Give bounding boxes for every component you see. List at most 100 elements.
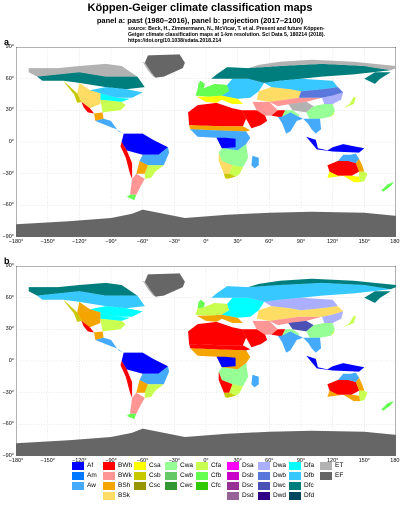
region-kamchatka — [364, 291, 391, 303]
figure-title: Köppen-Geiger climate classification map… — [87, 2, 313, 14]
x-tick-label: −60° — [128, 458, 158, 464]
legend-item: ET — [320, 461, 343, 470]
y-tick-label: −90° — [2, 234, 14, 240]
x-tick-label: 120° — [326, 458, 339, 464]
region-amazon — [121, 352, 168, 374]
legend-label: BSk — [118, 492, 130, 499]
region-north-america-bwh — [81, 320, 95, 333]
legend-item: BWk — [103, 471, 132, 480]
region-australia-north — [337, 372, 360, 383]
region-siberia-arctic — [248, 278, 396, 290]
legend-item: Dsb — [227, 471, 254, 480]
legend-item: Dwd — [258, 491, 286, 500]
region-patagonia — [130, 173, 145, 195]
region-mediterranean — [196, 314, 243, 323]
region-india — [277, 331, 304, 353]
region-antarctica — [16, 209, 396, 237]
region-new-zealand — [381, 401, 394, 411]
region-thar — [271, 329, 286, 336]
region-scandinavia-russia — [211, 63, 391, 83]
x-tick-label: −120° — [64, 458, 94, 464]
legend-item: Dwa — [258, 461, 286, 470]
region-north-america-dfb — [89, 87, 143, 98]
region-north-america-bwh — [81, 101, 95, 114]
x-tick-label: 60° — [265, 239, 274, 245]
legend-swatch — [103, 461, 115, 470]
legend-item: Aw — [72, 481, 96, 490]
y-tick-label: 0° — [8, 358, 14, 364]
region-amazon — [121, 133, 168, 155]
y-tick-label: 30° — [5, 107, 14, 114]
region-brazil-aw — [139, 147, 170, 166]
legend-swatch — [196, 471, 208, 480]
x-tick-label: 90° — [296, 239, 306, 245]
x-tick-label: −30° — [159, 458, 189, 464]
region-thar — [271, 110, 286, 117]
region-sahara — [188, 321, 247, 346]
legend-label: Csa — [149, 462, 161, 469]
region-north-america-dfa — [100, 93, 130, 102]
region-central-america — [95, 337, 124, 353]
region-indonesia — [306, 355, 365, 372]
y-tick-label: 60° — [5, 294, 14, 301]
region-greenland — [144, 273, 185, 297]
legend-item: Dsd — [227, 491, 254, 500]
legend-swatch — [227, 461, 239, 470]
legend-item: Dfd — [289, 491, 314, 500]
region-eastern-europe — [221, 297, 265, 318]
legend-swatch — [165, 481, 177, 490]
legend-item: Cwb — [165, 471, 193, 480]
legend-label: Aw — [87, 482, 96, 489]
region-australia-desert — [327, 380, 360, 395]
region-uk — [197, 80, 205, 90]
legend-label: BWh — [118, 462, 133, 469]
region-sahel — [189, 125, 251, 132]
region-north-america-dfb — [89, 306, 143, 317]
y-tick-label: −30° — [2, 170, 14, 177]
legend-swatch — [103, 471, 115, 480]
x-tick-label: 120° — [326, 239, 339, 245]
region-north-india — [282, 329, 299, 336]
region-atacama — [120, 142, 133, 179]
legend-item: Dfa — [289, 461, 314, 470]
region-north-america-bsk — [77, 301, 101, 328]
y-tick-label: −90° — [2, 453, 14, 459]
x-tick-label: −150° — [40, 458, 55, 464]
region-new-zealand — [381, 182, 394, 192]
region-central-asia-bsk — [256, 87, 301, 102]
legend-swatch — [165, 471, 177, 480]
region-chile-south — [126, 194, 137, 201]
x-tick-label: 30° — [233, 239, 242, 245]
region-congo — [216, 356, 236, 368]
region-east-china-japan — [330, 329, 335, 336]
panel-a-map — [16, 47, 396, 237]
region-western-europe — [195, 83, 230, 97]
region-tibet — [288, 320, 314, 332]
region-patagonia — [130, 392, 145, 414]
x-tick-label: 150° — [358, 458, 371, 464]
region-siberia-south — [264, 78, 338, 92]
x-tick-label: 30° — [223, 458, 253, 464]
legend-swatch — [72, 481, 84, 490]
x-tick-label: 180° — [390, 458, 400, 464]
panel-b-letter: b — [4, 256, 10, 266]
region-southeast-asia — [303, 337, 322, 353]
legend-item: Csa — [134, 461, 161, 470]
region-southeast-asia — [303, 118, 322, 134]
source-line: https://doi.org/10.1038/sdata.2018.214 — [128, 38, 222, 45]
region-iran — [252, 101, 278, 116]
legend-label: Cfc — [211, 482, 221, 489]
y-tick-label: −60° — [2, 421, 14, 428]
region-kamchatka — [364, 72, 391, 84]
region-central-asia-bwk — [269, 97, 323, 107]
legend-item: Cfa — [196, 461, 221, 470]
y-tick-label: 60° — [5, 75, 14, 82]
legend-label: Cwa — [180, 462, 194, 469]
region-eastern-europe — [221, 78, 265, 99]
region-south-america-cfa — [144, 165, 164, 179]
x-tick-label: −30° — [168, 239, 181, 245]
legend-item: EF — [320, 471, 343, 480]
legend-label: Dsd — [242, 492, 254, 499]
legend-label: Cfa — [211, 462, 222, 469]
x-tick-label: 150° — [358, 239, 371, 245]
